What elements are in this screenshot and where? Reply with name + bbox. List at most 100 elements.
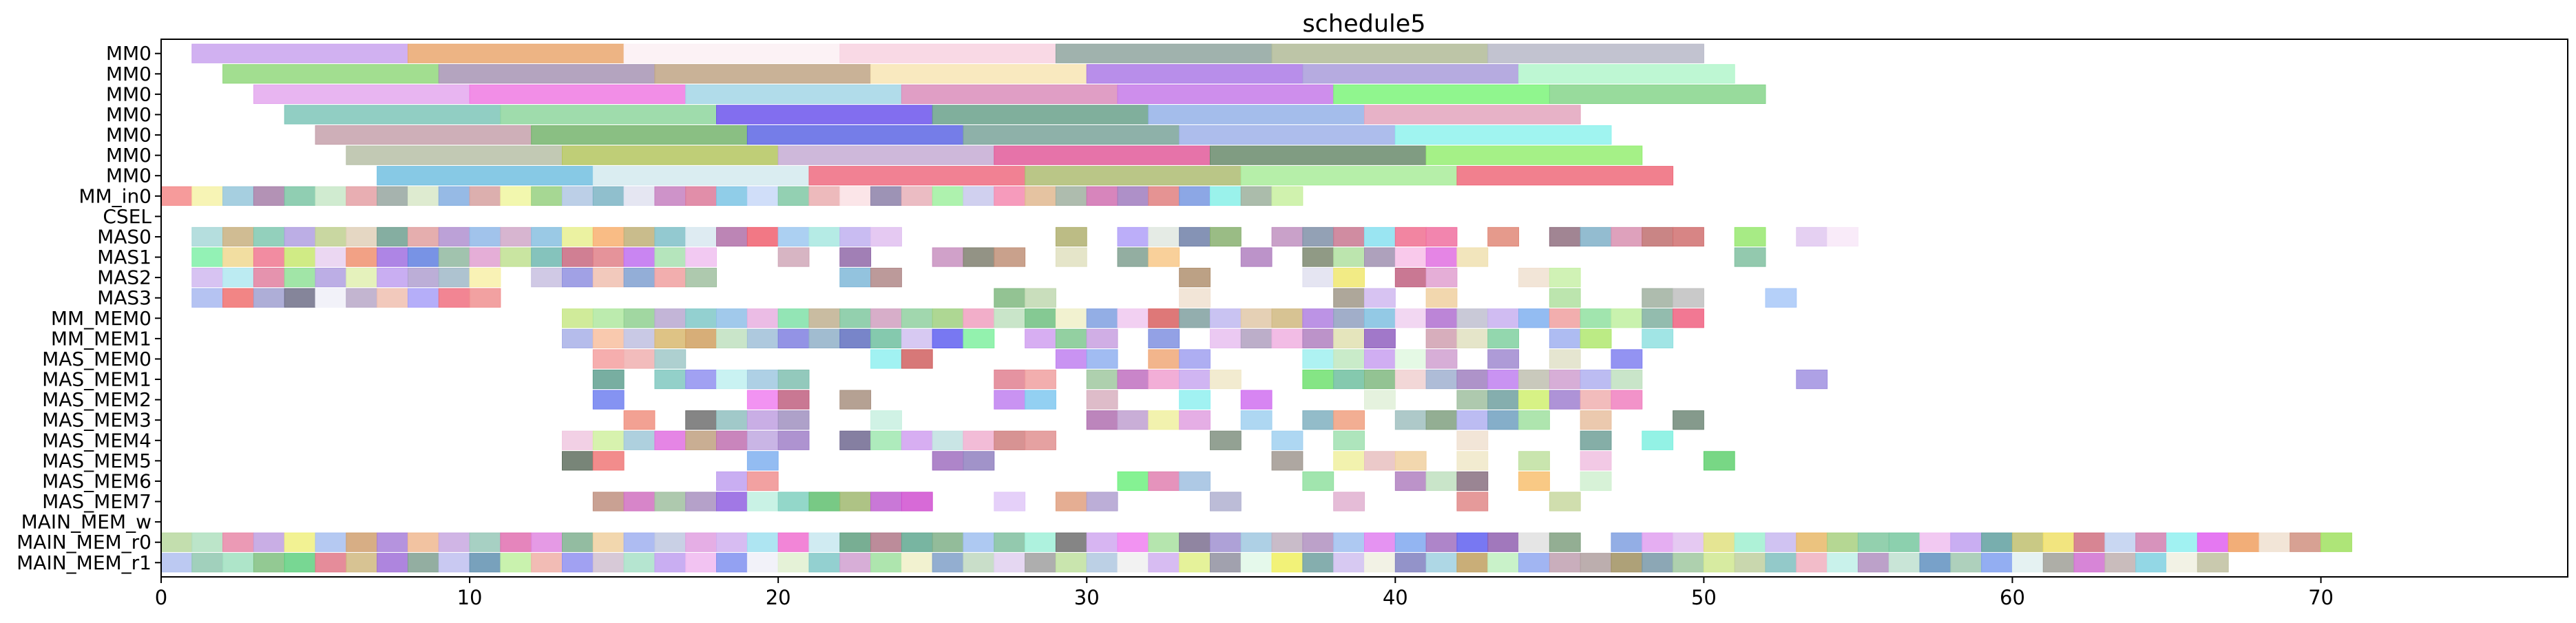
task-bar: [777, 247, 810, 267]
task-bar: [1518, 308, 1550, 328]
task-bar: [377, 166, 594, 186]
task-bar: [377, 288, 408, 308]
task-bar: [222, 288, 254, 308]
task-bar: [1240, 247, 1273, 267]
task-bar: [932, 553, 964, 573]
task-bar: [1055, 186, 1087, 206]
task-bar: [284, 226, 316, 247]
task-bar: [1302, 532, 1334, 552]
task-bar: [531, 125, 748, 145]
task-bar: [531, 247, 563, 267]
task-bar: [994, 145, 1211, 165]
task-bar: [1179, 125, 1396, 145]
task-bar: [1179, 553, 1211, 573]
task-bar: [1209, 226, 1242, 247]
task-bar: [253, 84, 470, 104]
task-bar: [1425, 226, 1458, 247]
task-bar: [777, 308, 810, 328]
task-bar: [438, 64, 656, 84]
task-bar: [1179, 390, 1211, 410]
task-bar: [746, 390, 779, 410]
y-tick-label: MAS_MEM2: [42, 388, 151, 411]
task-bar: [1086, 553, 1118, 573]
x-tick-label: 10: [457, 586, 483, 609]
task-bar: [1302, 369, 1334, 390]
x-tick-label: 30: [1074, 586, 1100, 609]
task-bar: [1518, 553, 1550, 573]
task-bar: [1642, 430, 1674, 450]
task-bar: [284, 268, 316, 288]
task-bar: [994, 390, 1026, 410]
task-bar: [1456, 471, 1489, 492]
y-tick-label: MAS2: [97, 266, 151, 289]
task-bar: [1148, 186, 1180, 206]
task-bar: [1611, 532, 1643, 552]
task-bar: [839, 492, 872, 511]
task-bar: [1950, 532, 1982, 552]
task-bar: [1425, 349, 1458, 369]
task-bar: [1333, 451, 1365, 471]
task-bar: [191, 532, 224, 552]
task-bar: [1425, 247, 1458, 267]
task-bar: [746, 328, 779, 348]
task-bar: [1611, 369, 1643, 390]
task-bar: [777, 328, 810, 348]
task-bar: [2104, 532, 2137, 552]
task-bar: [1518, 268, 1550, 288]
y-axis: MM0MM0MM0MM0MM0MM0MM0MM_in0CSELMAS0MAS1M…: [17, 42, 161, 574]
task-bar: [1796, 226, 1828, 247]
task-bar: [1240, 390, 1273, 410]
task-bar: [1209, 308, 1242, 328]
task-bar: [1271, 226, 1303, 247]
task-bar: [253, 288, 285, 308]
task-bar: [1394, 410, 1427, 430]
task-bar: [1364, 451, 1396, 471]
task-bar: [1179, 268, 1211, 288]
task-bar: [1394, 226, 1427, 247]
task-bar: [654, 492, 687, 511]
task-bar: [2166, 553, 2198, 573]
task-bar: [1456, 430, 1489, 450]
task-bar: [222, 553, 254, 573]
task-bar: [1117, 553, 1149, 573]
task-bar: [1148, 471, 1180, 492]
task-bar: [1240, 328, 1273, 348]
task-bar: [1950, 553, 1982, 573]
task-bar: [407, 553, 439, 573]
task-bar: [1518, 390, 1550, 410]
task-bar: [2042, 532, 2075, 552]
y-tick-label: MAIN_MEM_r0: [17, 531, 151, 553]
task-bar: [562, 226, 594, 247]
task-bar: [1025, 288, 1056, 308]
task-bar: [1487, 308, 1520, 328]
y-tick-label: MAS_MEM5: [42, 450, 151, 472]
task-bar: [562, 532, 594, 552]
task-bar: [315, 247, 347, 267]
task-bar: [1117, 84, 1334, 104]
task-bar: [1086, 410, 1118, 430]
task-bar: [685, 328, 718, 348]
task-bar: [346, 186, 378, 206]
task-bar: [531, 553, 563, 573]
task-bar: [746, 226, 779, 247]
task-bar: [1333, 349, 1365, 369]
task-bar: [1425, 532, 1458, 552]
task-bar: [1179, 532, 1211, 552]
task-bar: [1209, 145, 1427, 165]
task-bar: [1148, 328, 1180, 348]
task-bar: [1302, 349, 1334, 369]
task-bar: [839, 308, 872, 328]
task-bar: [1611, 226, 1643, 247]
task-bar: [777, 410, 810, 430]
task-bar: [1333, 226, 1365, 247]
task-bar: [963, 125, 1180, 145]
task-bar: [562, 145, 779, 165]
task-bar: [1302, 471, 1334, 492]
task-bar: [623, 410, 656, 430]
task-bar: [1580, 410, 1612, 430]
task-bar: [346, 268, 378, 288]
task-bar: [777, 369, 810, 390]
task-bar: [1425, 369, 1458, 390]
task-bar: [191, 43, 408, 63]
task-bar: [1580, 390, 1612, 410]
